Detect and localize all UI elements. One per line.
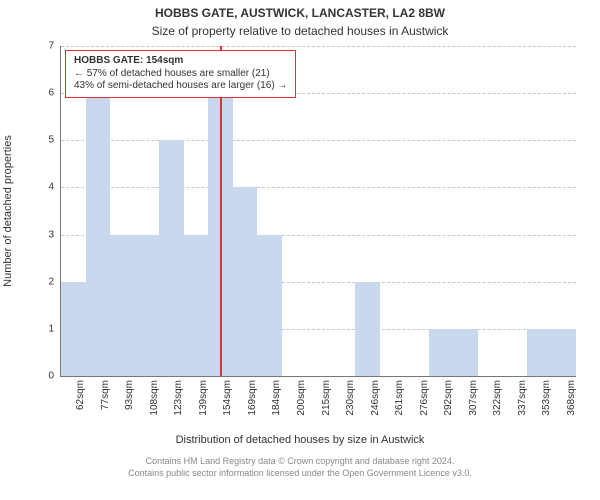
chart-subtitle: Size of property relative to detached ho…: [0, 24, 600, 38]
x-tick-label: 154sqm: [222, 380, 233, 416]
x-tick-label: 200sqm: [296, 380, 307, 416]
chart-title: HOBBS GATE, AUSTWICK, LANCASTER, LA2 8BW: [0, 6, 600, 20]
y-tick-label: 4: [48, 182, 54, 193]
callout-title: HOBBS GATE: 154sqm: [74, 55, 287, 68]
x-tick-label: 108sqm: [149, 380, 160, 416]
x-axis-label: Distribution of detached houses by size …: [0, 434, 600, 446]
callout-line-1: ← 57% of detached houses are smaller (21…: [74, 68, 287, 81]
bar: [527, 329, 552, 376]
x-tick-label: 276sqm: [419, 380, 430, 416]
callout-box: HOBBS GATE: 154sqm ← 57% of detached hou…: [65, 50, 296, 98]
bar: [135, 235, 160, 376]
x-tick-label: 123sqm: [173, 380, 184, 416]
bar: [61, 282, 86, 376]
footer-line-2: Contains public sector information licen…: [0, 468, 600, 480]
x-tick-label: 353sqm: [541, 380, 552, 416]
x-tick-label: 230sqm: [345, 380, 356, 416]
attribution-footer: Contains HM Land Registry data © Crown c…: [0, 456, 600, 479]
bar: [86, 93, 111, 376]
x-tick-label: 292sqm: [443, 380, 454, 416]
footer-line-1: Contains HM Land Registry data © Crown c…: [0, 456, 600, 468]
x-tick-label: 307sqm: [468, 380, 479, 416]
x-tick-label: 215sqm: [321, 380, 332, 416]
x-tick-label: 169sqm: [247, 380, 258, 416]
bar: [159, 140, 184, 376]
bar: [429, 329, 454, 376]
bar: [552, 329, 577, 376]
x-tick-label: 139sqm: [198, 380, 209, 416]
x-axis-ticks: 62sqm 77sqm 93sqm 108sqm 123sqm 139sqm 154sqm 1…: [60, 380, 575, 440]
bar: [454, 329, 479, 376]
callout-line-2: 43% of semi-detached houses are larger (…: [74, 80, 287, 93]
x-tick-label: 77sqm: [100, 380, 111, 410]
x-tick-label: 261sqm: [394, 380, 405, 416]
y-tick-label: 7: [48, 41, 54, 52]
x-tick-label: 184sqm: [271, 380, 282, 416]
y-tick-label: 0: [48, 371, 54, 382]
y-tick-label: 1: [48, 323, 54, 334]
y-tick-label: 2: [48, 276, 54, 287]
y-tick-label: 6: [48, 88, 54, 99]
bar: [355, 282, 380, 376]
bar: [110, 235, 135, 376]
x-tick-label: 368sqm: [566, 380, 577, 416]
y-axis-ticks: 01234567: [0, 46, 60, 376]
x-tick-label: 246sqm: [370, 380, 381, 416]
bar: [184, 235, 209, 376]
x-tick-label: 93sqm: [124, 380, 135, 410]
bar: [257, 235, 282, 376]
x-tick-label: 62sqm: [75, 380, 86, 410]
x-tick-label: 337sqm: [517, 380, 528, 416]
x-tick-label: 322sqm: [492, 380, 503, 416]
y-tick-label: 3: [48, 229, 54, 240]
y-tick-label: 5: [48, 135, 54, 146]
plot-area: HOBBS GATE: 154sqm ← 57% of detached hou…: [60, 46, 576, 377]
bar: [233, 187, 258, 376]
